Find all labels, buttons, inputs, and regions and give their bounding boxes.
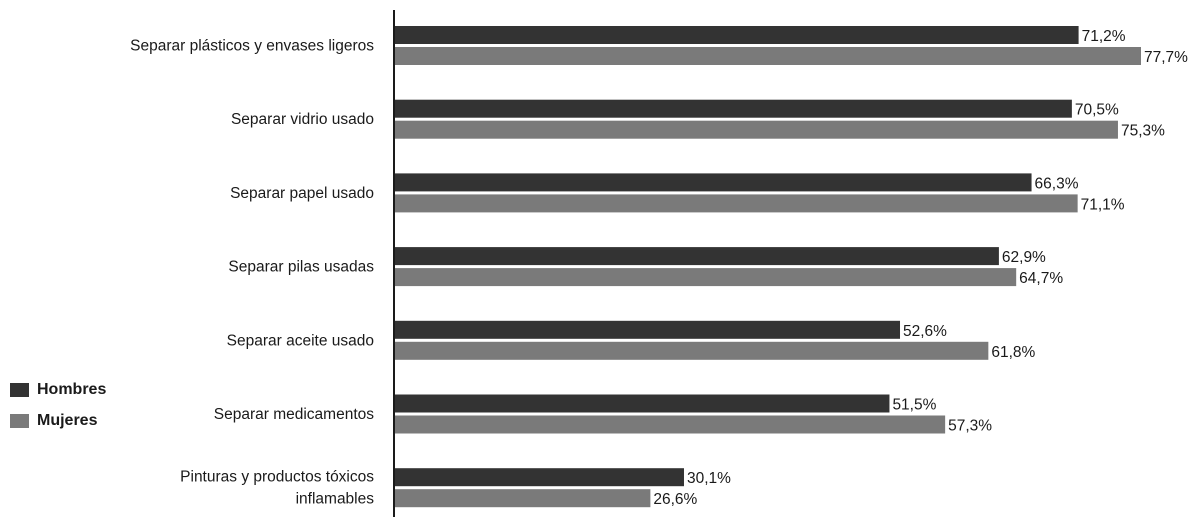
bar-hombres-1	[395, 99, 1072, 118]
value-label-hombres-2: 66,3%	[1035, 175, 1079, 192]
category-label-5: Separar medicamentos	[214, 406, 374, 423]
legend-swatch-mujeres	[10, 414, 29, 428]
category-labels: Separar plásticos y envases ligeros Separ…	[130, 38, 374, 508]
bar-hombres-6	[395, 468, 684, 487]
category-label-line: Separar plásticos y envases ligeros	[130, 38, 374, 55]
bars	[395, 26, 1141, 508]
value-label-mujeres-0: 77,7%	[1144, 49, 1188, 66]
legend: Hombres Mujeres	[10, 380, 106, 442]
bar-mujeres-3	[395, 268, 1017, 287]
category-label-line: Pinturas y productos tóxicos	[180, 469, 374, 486]
legend-swatch-hombres	[10, 383, 29, 397]
value-label-hombres-4: 52,6%	[903, 323, 947, 340]
bar-hombres-4	[395, 320, 901, 339]
bar-hombres-3	[395, 247, 999, 266]
legend-item-hombres: Hombres	[10, 380, 106, 400]
category-label-6: Pinturas y productos tóxicos inflamables	[180, 469, 374, 508]
category-label-1: Separar vidrio usado	[231, 111, 374, 128]
bar-hombres-0	[395, 26, 1079, 44]
category-label-2: Separar papel usado	[230, 185, 374, 202]
value-label-mujeres-1: 75,3%	[1121, 123, 1165, 140]
category-label-line: Separar pilas usadas	[228, 259, 374, 276]
bar-hombres-2	[395, 173, 1032, 192]
legend-label-hombres: Hombres	[37, 381, 107, 398]
category-label-line: Separar medicamentos	[214, 406, 374, 423]
bar-mujeres-5	[395, 415, 946, 434]
category-label-3: Separar pilas usadas	[228, 259, 374, 276]
category-label-0: Separar plásticos y envases ligeros	[130, 38, 374, 55]
value-label-mujeres-3: 64,7%	[1019, 270, 1063, 287]
value-label-mujeres-6: 26,6%	[653, 491, 697, 508]
bar-mujeres-4	[395, 341, 989, 360]
category-label-line: inflamables	[296, 491, 375, 508]
bar-hombres-5	[395, 394, 890, 413]
category-label-4: Separar aceite usado	[227, 332, 374, 349]
value-label-mujeres-4: 61,8%	[991, 344, 1035, 361]
value-label-hombres-0: 71,2%	[1082, 28, 1126, 45]
category-label-line: Separar aceite usado	[227, 332, 374, 349]
legend-item-mujeres: Mujeres	[10, 411, 106, 431]
value-label-hombres-5: 51,5%	[892, 397, 936, 414]
value-label-mujeres-2: 71,1%	[1081, 196, 1125, 213]
value-label-hombres-3: 62,9%	[1002, 249, 1046, 266]
category-label-line: Separar vidrio usado	[231, 111, 374, 128]
value-labels: 71,2% 77,7% 70,5%75,3% 66,3%71,1% 62,9% 64,7%…	[653, 28, 1188, 508]
bar-mujeres-6	[395, 489, 651, 508]
category-label-line: Separar papel usado	[230, 185, 374, 202]
bar-mujeres-1	[395, 120, 1118, 139]
bar-mujeres-2	[395, 194, 1078, 213]
value-label-hombres-6: 30,1%	[687, 470, 731, 487]
value-label-mujeres-5: 57,3%	[948, 418, 992, 435]
bar-mujeres-0	[395, 47, 1141, 65]
legend-label-mujeres: Mujeres	[37, 412, 98, 429]
value-label-hombres-1: 70,5%	[1075, 102, 1119, 119]
